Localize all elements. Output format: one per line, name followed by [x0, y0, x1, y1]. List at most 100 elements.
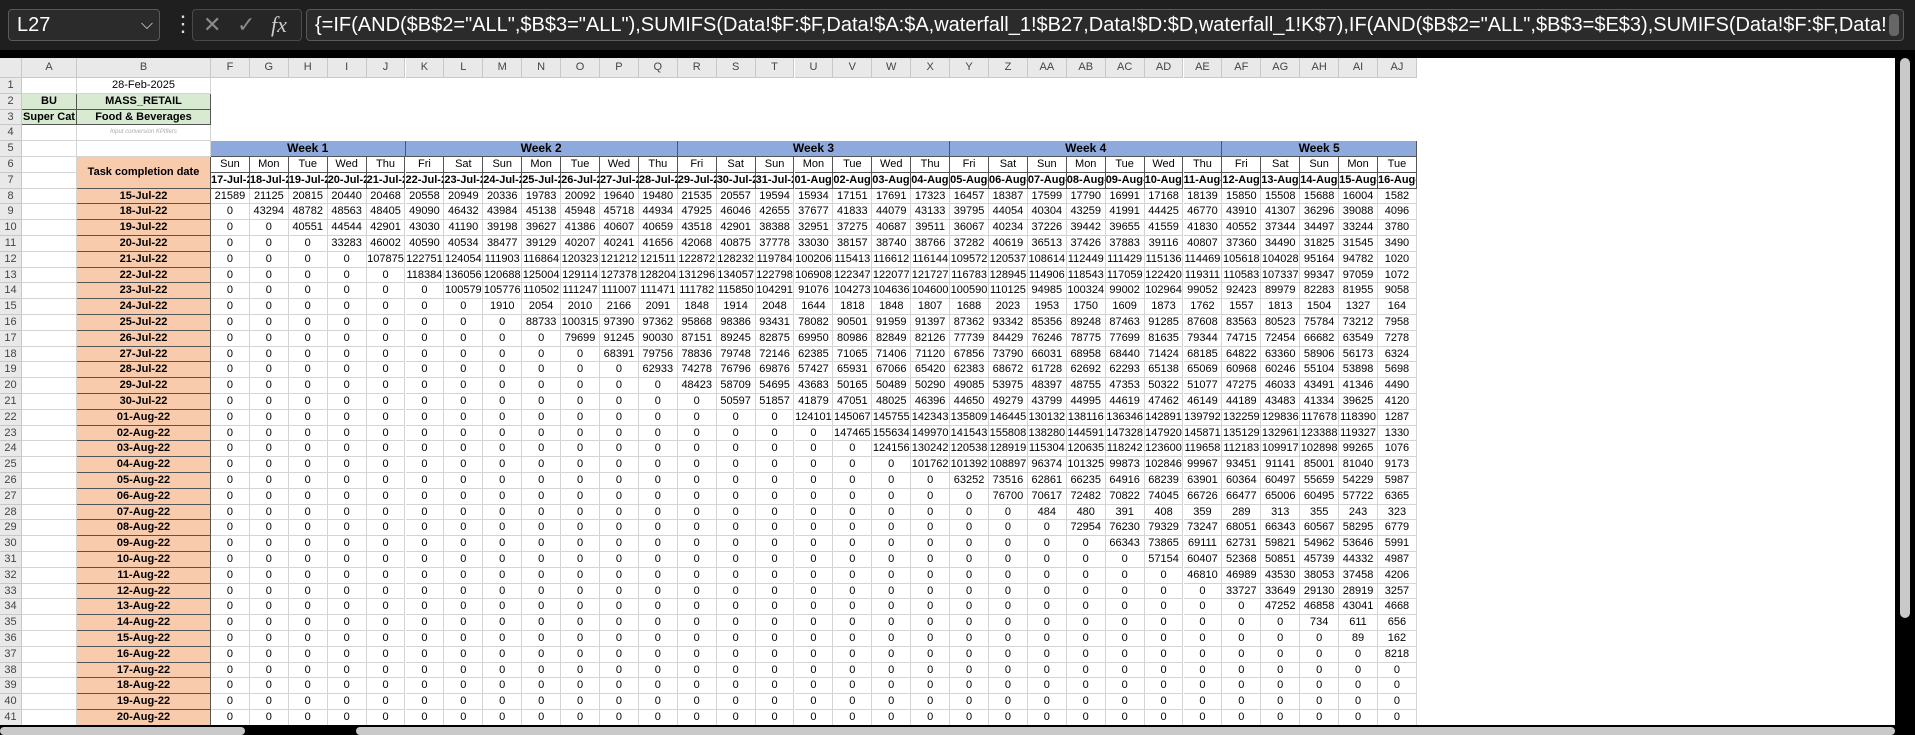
value-cell[interactable]: 0	[211, 315, 250, 331]
column-header[interactable]: AF	[1222, 58, 1262, 78]
value-cell[interactable]: 0	[561, 599, 600, 616]
value-cell[interactable]: 118242	[1105, 441, 1145, 458]
value-cell[interactable]: 50597	[716, 394, 756, 410]
value-cell[interactable]: 0	[211, 267, 250, 284]
value-cell[interactable]: 0	[716, 631, 756, 647]
value-cell[interactable]: 0	[1183, 710, 1223, 725]
value-cell[interactable]: 0	[405, 394, 445, 410]
value-cell[interactable]: 1557	[1222, 299, 1262, 315]
value-cell[interactable]: 97390	[600, 315, 639, 331]
empty-cell[interactable]	[22, 204, 77, 221]
row-header[interactable]: 7	[0, 172, 22, 189]
day-header[interactable]: Sun	[1027, 157, 1067, 173]
value-cell[interactable]: 48405	[366, 204, 406, 221]
value-cell[interactable]: 0	[483, 362, 523, 379]
value-cell[interactable]: 0	[1261, 678, 1301, 695]
value-cell[interactable]: 0	[950, 520, 989, 537]
value-cell[interactable]: 125004	[522, 267, 562, 284]
empty-cell[interactable]	[22, 362, 77, 379]
value-cell[interactable]: 39627	[522, 220, 562, 236]
value-cell[interactable]: 0	[638, 710, 678, 725]
value-cell[interactable]: 0	[288, 583, 328, 600]
value-cell[interactable]: 0	[638, 394, 678, 410]
value-cell[interactable]: 359	[1183, 504, 1223, 521]
value-cell[interactable]: 0	[833, 599, 873, 616]
column-header[interactable]: B	[77, 58, 211, 78]
value-cell[interactable]: 96374	[1027, 457, 1067, 473]
value-cell[interactable]: 37883	[1105, 236, 1145, 252]
row-header[interactable]: 23	[0, 425, 22, 442]
task-date-cell[interactable]: 29-Jul-22	[77, 378, 211, 394]
value-cell[interactable]: 135129	[1222, 425, 1262, 442]
task-date-cell[interactable]: 03-Aug-22	[77, 441, 211, 458]
value-cell[interactable]: 0	[600, 678, 639, 695]
value-cell[interactable]: 68440	[1105, 346, 1145, 363]
value-cell[interactable]: 106908	[794, 267, 834, 284]
value-cell[interactable]: 0	[755, 473, 795, 489]
day-header[interactable]: Wed	[1144, 157, 1184, 173]
value-cell[interactable]: 0	[833, 441, 873, 458]
value-cell[interactable]: 139792	[1183, 409, 1223, 426]
value-cell[interactable]: 0	[366, 552, 406, 568]
column-header[interactable]: Q	[638, 58, 678, 78]
value-cell[interactable]: 0	[211, 251, 250, 268]
value-cell[interactable]: 130242	[911, 441, 951, 458]
value-cell[interactable]: 0	[483, 710, 523, 725]
value-cell[interactable]: 66477	[1222, 488, 1262, 505]
value-cell[interactable]: 37677	[794, 204, 834, 221]
value-cell[interactable]: 0	[1222, 599, 1262, 616]
date-header[interactable]: 14-Aug-22	[1300, 172, 1340, 189]
value-cell[interactable]: 0	[327, 646, 367, 663]
value-cell[interactable]: 0	[1183, 678, 1223, 695]
value-cell[interactable]: 0	[600, 710, 639, 725]
value-cell[interactable]: 39625	[1339, 394, 1378, 410]
value-cell[interactable]: 4120	[1378, 394, 1417, 410]
value-cell[interactable]: 0	[677, 409, 717, 426]
horizontal-scroll-thumb[interactable]	[356, 727, 1895, 735]
value-cell[interactable]: 0	[1300, 710, 1340, 725]
value-cell[interactable]: 0	[444, 662, 484, 679]
empty-cell[interactable]	[22, 631, 77, 647]
value-cell[interactable]: 38740	[872, 236, 912, 252]
value-cell[interactable]: 43518	[677, 220, 717, 236]
value-cell[interactable]: 16457	[950, 188, 989, 205]
date-header[interactable]: 03-Aug-22	[872, 172, 912, 189]
column-header[interactable]: H	[288, 58, 328, 78]
value-cell[interactable]: 65420	[911, 362, 951, 379]
value-cell[interactable]: 101762	[911, 457, 951, 473]
value-cell[interactable]: 95868	[677, 315, 717, 331]
value-cell[interactable]: 99265	[1339, 441, 1378, 458]
value-cell[interactable]: 102898	[1300, 441, 1340, 458]
value-cell[interactable]: 43041	[1339, 599, 1378, 616]
task-date-cell[interactable]: 18-Jul-22	[77, 204, 211, 221]
value-cell[interactable]: 0	[327, 552, 367, 568]
value-cell[interactable]: 0	[1105, 694, 1145, 710]
value-cell[interactable]: 145871	[1183, 425, 1223, 442]
day-header[interactable]: Mon	[249, 157, 289, 173]
value-cell[interactable]: 0	[483, 378, 523, 394]
value-cell[interactable]: 60407	[1183, 552, 1223, 568]
row-header[interactable]: 10	[0, 220, 22, 236]
value-cell[interactable]: 42901	[366, 220, 406, 236]
value-cell[interactable]: 313	[1261, 504, 1301, 521]
value-cell[interactable]: 0	[833, 552, 873, 568]
value-cell[interactable]: 0	[288, 283, 328, 300]
row-header[interactable]: 25	[0, 457, 22, 473]
value-cell[interactable]: 122872	[677, 251, 717, 268]
value-cell[interactable]: 40304	[1027, 204, 1067, 221]
value-cell[interactable]: 0	[249, 710, 289, 725]
value-cell[interactable]: 0	[794, 646, 834, 663]
date-header[interactable]: 31-Jul-22	[755, 172, 795, 189]
value-cell[interactable]: 0	[327, 504, 367, 521]
day-header[interactable]: Tue	[1105, 157, 1145, 173]
value-cell[interactable]: 0	[444, 315, 484, 331]
value-cell[interactable]: 0	[249, 394, 289, 410]
value-cell[interactable]: 0	[288, 409, 328, 426]
value-cell[interactable]: 0	[211, 346, 250, 363]
value-cell[interactable]: 51857	[755, 394, 795, 410]
value-cell[interactable]: 0	[638, 409, 678, 426]
value-cell[interactable]: 29130	[1300, 583, 1340, 600]
value-cell[interactable]: 1818	[833, 299, 873, 315]
value-cell[interactable]: 0	[249, 583, 289, 600]
value-cell[interactable]: 0	[989, 583, 1028, 600]
